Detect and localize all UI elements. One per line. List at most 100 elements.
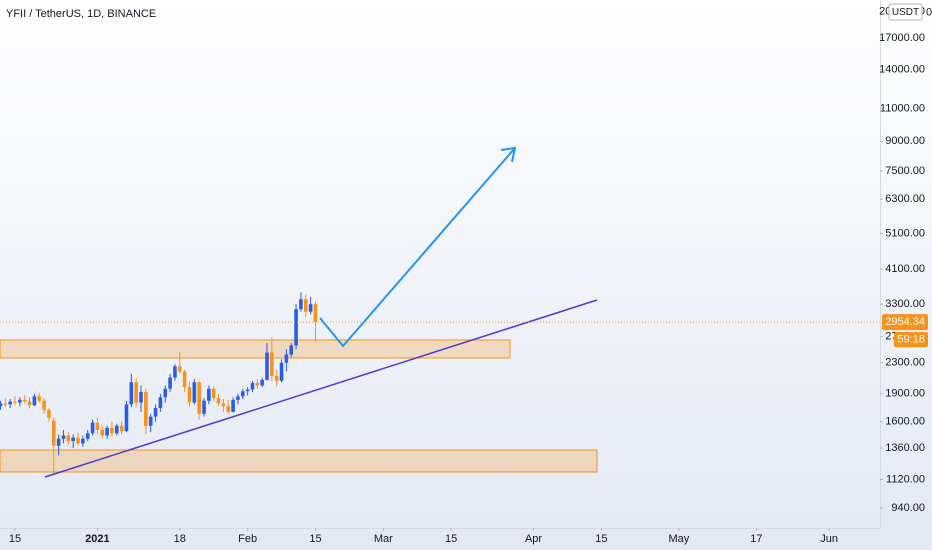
x-tick-label: 18 bbox=[174, 533, 186, 545]
y-tick-label: 14000.00 bbox=[879, 64, 925, 76]
candle-body bbox=[240, 391, 245, 397]
zone-upper bbox=[0, 339, 511, 359]
candle-body bbox=[114, 425, 119, 434]
candle-body bbox=[32, 396, 37, 406]
candle-body bbox=[260, 379, 264, 386]
candle-body bbox=[173, 366, 177, 378]
x-tick-label: 15 bbox=[309, 533, 321, 545]
currency-badge bbox=[888, 3, 923, 21]
candle-body bbox=[270, 352, 274, 376]
candle-body bbox=[71, 437, 75, 442]
candle-body bbox=[100, 429, 105, 436]
x-tick-label: Jun bbox=[820, 533, 838, 545]
candle-body bbox=[245, 389, 250, 392]
x-tick-label: Apr bbox=[525, 533, 542, 545]
candle-body bbox=[139, 392, 143, 403]
countdown-label: 59:18 bbox=[897, 334, 925, 346]
candle-body bbox=[182, 371, 187, 388]
candle-body bbox=[27, 401, 32, 406]
x-tick-label: May bbox=[669, 533, 690, 545]
last-price-badge bbox=[882, 314, 928, 331]
candle-body bbox=[192, 382, 197, 403]
candle-body bbox=[134, 382, 138, 403]
candle-body bbox=[90, 422, 95, 434]
candle-body bbox=[144, 392, 148, 426]
candle-body bbox=[255, 383, 260, 386]
y-tick-label: 1600.00 bbox=[885, 416, 925, 428]
candle-body bbox=[202, 400, 206, 414]
candle-body bbox=[95, 422, 100, 430]
candle-body bbox=[51, 420, 56, 446]
x-tick-label: Feb bbox=[238, 533, 257, 545]
candle-body bbox=[284, 354, 289, 363]
y-tick-label: 3300.00 bbox=[885, 298, 925, 310]
candle-body bbox=[42, 400, 46, 410]
chart-title: YFII / TetherUS, 1D, BINANCE bbox=[6, 8, 156, 20]
candle-body bbox=[313, 304, 318, 323]
y-tick-label: 11000.00 bbox=[880, 103, 925, 115]
candle-body bbox=[294, 309, 298, 346]
candle-body bbox=[22, 399, 27, 402]
y-tick-label: 9000.00 bbox=[885, 135, 925, 147]
candle-body bbox=[153, 408, 158, 417]
last-price-label: 2954.34 bbox=[885, 316, 925, 328]
y-tick-label: 7500.00 bbox=[885, 165, 925, 177]
candle-body bbox=[3, 403, 8, 405]
candle-body bbox=[148, 416, 153, 426]
y-tick-label: 4100.00 bbox=[885, 263, 925, 275]
candle-body bbox=[8, 401, 12, 405]
candle-body bbox=[197, 382, 201, 414]
candle-body bbox=[289, 345, 294, 355]
candle-body bbox=[124, 404, 129, 432]
candle-body bbox=[37, 396, 42, 401]
x-tick-label: 15 bbox=[595, 533, 607, 545]
candle-body bbox=[221, 403, 226, 407]
y-tick-label: 1120.00 bbox=[886, 473, 925, 485]
candle-body bbox=[274, 375, 279, 381]
candle-body bbox=[47, 409, 51, 418]
candle-body bbox=[119, 425, 124, 432]
candle-body bbox=[308, 304, 313, 312]
candle-body bbox=[76, 437, 80, 444]
candle-body bbox=[226, 406, 231, 412]
y-tick-label: 940.00 bbox=[891, 502, 925, 514]
y-tick-label: 6300.00 bbox=[885, 193, 925, 205]
x-tick-label: 2021 bbox=[85, 533, 109, 545]
candle-body bbox=[265, 352, 269, 380]
drawings bbox=[44, 146, 598, 478]
x-tick-label: 15 bbox=[445, 533, 457, 545]
candle-body bbox=[110, 427, 114, 434]
candle-body bbox=[129, 382, 134, 405]
candle-body bbox=[279, 362, 284, 381]
candle-body bbox=[250, 383, 255, 390]
y-tick-label: 1900.00 bbox=[885, 388, 925, 400]
candle-body bbox=[105, 427, 109, 436]
candle-body bbox=[13, 401, 17, 403]
projection-arrow bbox=[319, 147, 516, 348]
candle-body bbox=[303, 299, 308, 312]
zone-lower bbox=[0, 449, 598, 473]
y-tick-label: 17000.00 bbox=[879, 32, 925, 44]
x-tick-label: Mar bbox=[374, 533, 393, 545]
candle-body bbox=[299, 299, 303, 310]
candle-body bbox=[81, 438, 85, 444]
trend-line bbox=[44, 299, 598, 478]
candle-body bbox=[85, 433, 90, 439]
y-tick-label: 1360.00 bbox=[885, 442, 925, 454]
countdown-badge bbox=[894, 332, 928, 348]
candle-body bbox=[177, 366, 182, 372]
candle-body bbox=[18, 399, 22, 403]
candle-body bbox=[231, 399, 235, 412]
candle-body bbox=[216, 398, 221, 404]
candle-body bbox=[56, 438, 61, 446]
candle-body bbox=[61, 435, 66, 439]
candle-body bbox=[66, 435, 71, 442]
currency-extra: 0 bbox=[926, 6, 932, 18]
candle-body bbox=[0, 403, 3, 407]
candle-body bbox=[207, 388, 211, 401]
x-tick-label: 17 bbox=[750, 533, 762, 545]
arrow-head bbox=[500, 146, 517, 163]
x-tick-label: 15 bbox=[9, 533, 21, 545]
